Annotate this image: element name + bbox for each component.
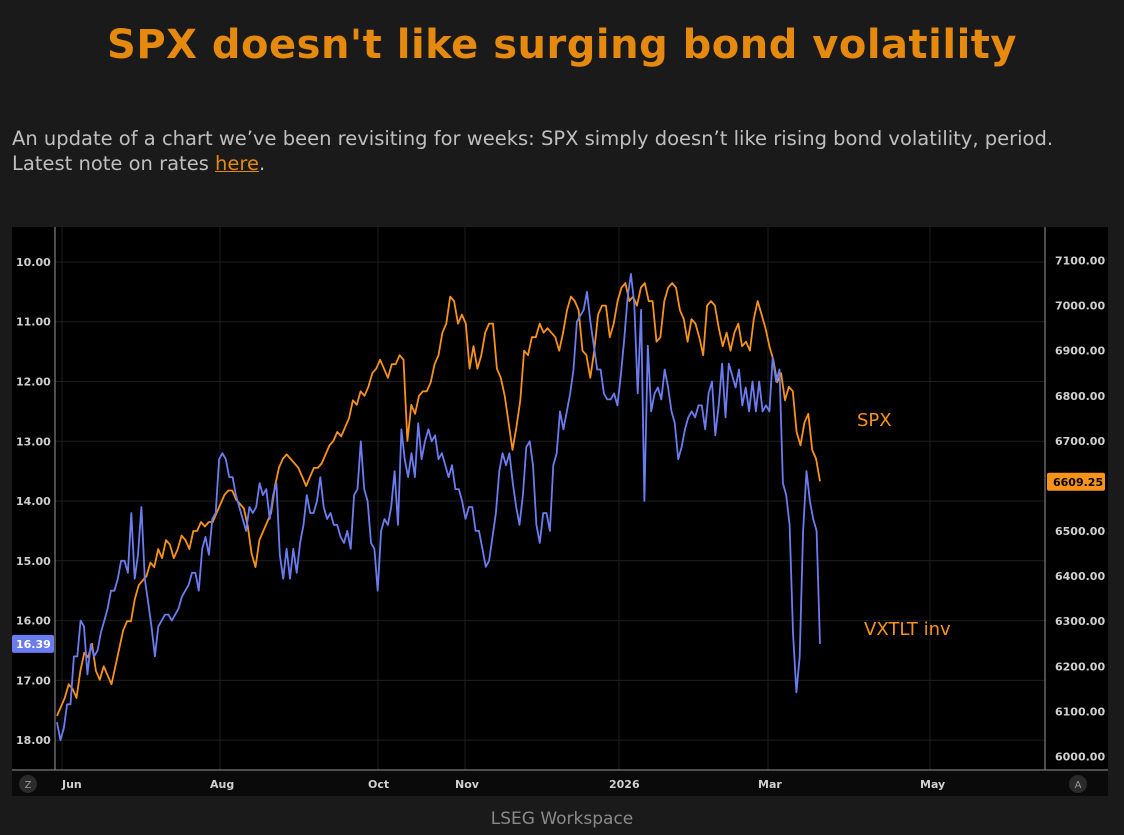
spx-line — [56, 282, 821, 717]
description-text: An update of a chart we’ve been revisiti… — [12, 126, 1102, 176]
source-label: LSEG Workspace — [490, 809, 634, 829]
right-tick-label: 6800.00 — [1055, 390, 1105, 403]
vxtlt-last-value-badge — [12, 634, 54, 653]
left-tick-label: 17.00 — [16, 674, 51, 687]
left-tick-label: 13.00 — [16, 435, 51, 448]
right-tick-label: 7100.00 — [1055, 255, 1105, 268]
page-title: SPX doesn't like surging bond volatility — [107, 22, 1017, 68]
right-tick-label: 6500.00 — [1055, 525, 1105, 538]
left-tick-label: 14.00 — [16, 495, 51, 508]
left-tick-label: 11.00 — [16, 316, 51, 329]
x-tick-label: Mar — [758, 778, 782, 791]
left-tick-label: 12.00 — [16, 375, 51, 388]
zoom-label: Z — [25, 780, 32, 791]
spx-annotation: SPX — [857, 410, 892, 431]
x-axis: Jun Aug Oct Nov 2026 Mar May Z A — [12, 769, 1108, 796]
series-layer — [56, 273, 821, 741]
x-axis-strip — [12, 771, 1108, 796]
right-tick-label: 6400.00 — [1055, 570, 1105, 583]
chart-grid — [55, 227, 1045, 770]
right-tick-label: 6900.00 — [1055, 345, 1105, 358]
left-tick-label: 10.00 — [16, 256, 51, 269]
right-tick-label: 6300.00 — [1055, 615, 1105, 628]
spx-last-value-label: 6609.25 — [1053, 476, 1103, 489]
description-text-end: . — [259, 152, 266, 175]
chart-svg: 10.00 11.00 12.00 13.00 14.00 15.00 16.00 17.00… — [12, 227, 1108, 796]
x-tick-label: Oct — [368, 778, 389, 791]
right-tick-label: 6000.00 — [1055, 750, 1105, 763]
chart-panel: 10.00 11.00 12.00 13.00 14.00 15.00 16.00 17.00… — [12, 227, 1108, 796]
x-tick-label: Nov — [455, 778, 480, 791]
right-tick-label: 7000.00 — [1055, 300, 1105, 313]
x-tick-label: Jun — [61, 778, 82, 791]
auto-label: A — [1075, 780, 1082, 791]
x-tick-label: May — [920, 778, 945, 791]
vxtlt-last-value-label: 16.39 — [16, 638, 51, 651]
left-axis: 10.00 11.00 12.00 13.00 14.00 15.00 16.00 17.00… — [16, 227, 56, 770]
description-text-main: An update of a chart we’ve been revisiti… — [12, 127, 1054, 175]
right-tick-label: 6700.00 — [1055, 435, 1105, 448]
left-tick-label: 16.00 — [16, 615, 51, 628]
x-tick-label: Aug — [210, 778, 234, 791]
left-tick-label: 15.00 — [16, 555, 51, 568]
vxtlt-line — [56, 273, 821, 741]
auto-circle — [1069, 775, 1087, 793]
right-tick-label: 6100.00 — [1055, 705, 1105, 718]
zoom-circle — [19, 775, 37, 793]
right-axis: 7100.007000.006900.006800.006700.006600.… — [1044, 227, 1105, 770]
x-tick-label: 2026 — [609, 778, 640, 791]
spx-last-value-badge — [1047, 472, 1105, 491]
overlay-layer: SPX VXTLT inv 6609.25 16.39 — [12, 410, 1105, 653]
left-tick-label: 18.00 — [16, 734, 51, 747]
rates-note-link[interactable]: here — [215, 152, 259, 175]
right-tick-label: 6200.00 — [1055, 660, 1105, 673]
vxtlt-annotation: VXTLT inv — [864, 619, 951, 640]
